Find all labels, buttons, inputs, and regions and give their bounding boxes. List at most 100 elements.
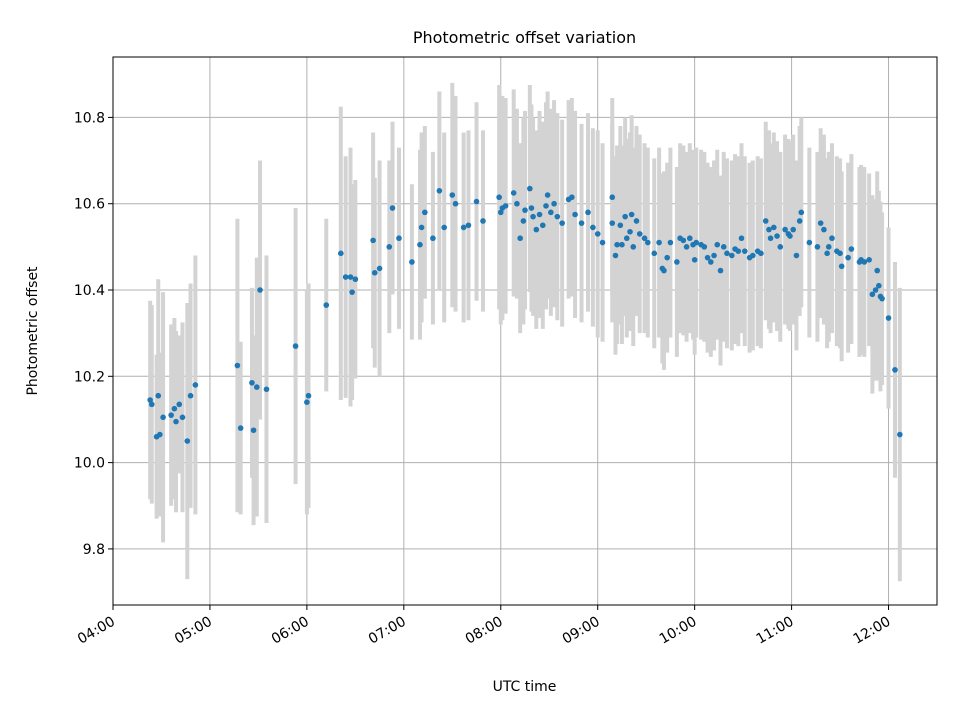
- data-point: [292, 343, 299, 349]
- plot-area: [112, 56, 938, 606]
- data-point: [168, 412, 174, 418]
- data-point: [585, 209, 591, 216]
- axes-frame: [112, 56, 938, 606]
- data-point: [594, 231, 601, 237]
- data-point: [559, 220, 565, 226]
- data-point: [782, 226, 788, 233]
- data-point: [729, 252, 735, 259]
- y-tick-label: 10.6: [74, 197, 105, 213]
- data-point: [578, 220, 585, 226]
- data-point: [609, 194, 616, 201]
- data-point: [530, 213, 536, 220]
- data-point: [171, 405, 178, 412]
- y-axis: 9.8 10.0 10.2 10.4 10.6 10.8: [74, 110, 113, 558]
- data-point: [497, 209, 504, 216]
- data-point: [173, 418, 179, 425]
- data-point: [766, 226, 772, 233]
- data-point: [619, 241, 625, 248]
- data-point: [430, 235, 436, 242]
- data-point: [609, 220, 616, 226]
- data-point: [691, 257, 698, 263]
- data-point: [667, 239, 674, 246]
- data-point: [735, 248, 742, 254]
- data-point: [237, 425, 244, 431]
- data-point: [790, 226, 797, 233]
- data-point: [758, 250, 764, 257]
- data-point: [664, 254, 670, 261]
- data-point: [628, 211, 635, 218]
- data-point: [861, 259, 868, 265]
- data-point: [798, 209, 805, 216]
- data-point: [249, 379, 255, 386]
- data-point: [176, 401, 183, 408]
- data-point: [514, 200, 520, 207]
- data-point: [548, 209, 554, 216]
- data-point: [590, 224, 596, 231]
- data-point: [528, 205, 535, 211]
- data-point: [845, 254, 851, 261]
- data-points: [147, 185, 903, 444]
- data-point: [869, 291, 876, 298]
- data-point: [848, 246, 855, 252]
- data-point: [371, 269, 378, 276]
- data-point: [817, 220, 824, 226]
- data-point: [774, 233, 780, 239]
- data-point: [612, 252, 619, 259]
- data-point: [627, 228, 633, 235]
- data-point: [767, 235, 774, 242]
- data-point: [738, 235, 745, 242]
- y-axis-label: Photometric offset: [25, 266, 41, 396]
- data-point: [892, 367, 898, 373]
- data-point: [370, 237, 376, 244]
- data-point: [551, 200, 557, 207]
- data-point: [714, 241, 721, 248]
- data-point: [148, 401, 155, 408]
- data-point: [771, 224, 777, 231]
- data-point: [897, 431, 903, 438]
- data-point: [866, 257, 872, 263]
- data-point: [349, 289, 355, 295]
- data-point: [253, 384, 260, 390]
- data-point: [460, 224, 467, 231]
- data-point: [762, 218, 769, 224]
- data-point: [599, 239, 606, 246]
- data-point: [554, 213, 561, 220]
- data-point: [263, 386, 270, 393]
- y-tick-label: 10.4: [74, 283, 105, 299]
- data-point: [711, 252, 717, 259]
- data-point: [533, 226, 540, 233]
- data-point: [352, 276, 359, 283]
- data-point: [617, 222, 624, 229]
- data-point: [376, 265, 383, 272]
- data-point: [342, 274, 349, 280]
- data-point: [838, 263, 845, 270]
- data-point: [708, 259, 714, 265]
- data-point: [418, 224, 425, 231]
- data-point: [452, 200, 459, 207]
- data-point: [701, 244, 708, 250]
- data-point: [693, 239, 700, 246]
- data-point: [874, 267, 881, 274]
- data-point: [885, 315, 892, 321]
- data-point: [879, 295, 885, 302]
- data-point: [572, 211, 578, 218]
- data-point: [396, 235, 402, 242]
- data-point: [651, 250, 658, 257]
- data-point: [674, 259, 680, 265]
- data-point: [814, 244, 821, 250]
- data-point: [157, 431, 163, 438]
- data-point: [787, 233, 793, 239]
- data-point: [409, 259, 415, 265]
- data-point: [422, 209, 428, 216]
- data-point: [155, 392, 162, 399]
- data-point: [441, 224, 448, 231]
- data-point: [449, 192, 456, 198]
- data-point: [876, 282, 882, 289]
- data-point: [687, 235, 693, 242]
- data-point: [793, 252, 800, 259]
- data-point: [347, 274, 354, 280]
- data-point: [522, 207, 528, 213]
- data-point: [636, 231, 643, 237]
- data-point: [777, 244, 784, 250]
